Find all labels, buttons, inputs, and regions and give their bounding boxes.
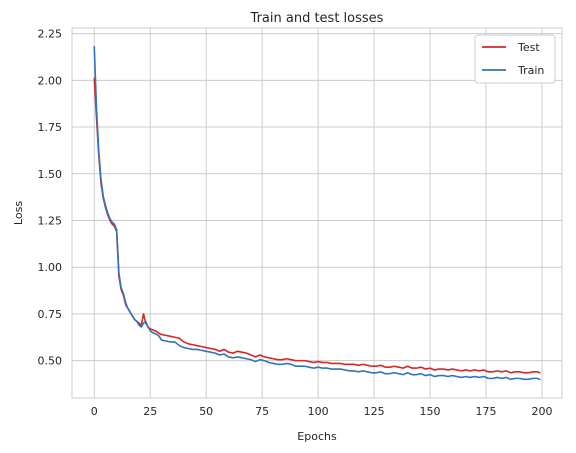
x-tick-label: 0 [91,405,98,418]
chart-title: Train and test losses [250,11,384,26]
y-tick-label: 0.75 [38,308,63,321]
x-axis-label: Epochs [297,430,337,443]
y-tick-label: 1.75 [38,121,63,134]
grid-lines [72,28,562,398]
y-tick-label: 1.50 [38,168,63,181]
x-tick-label: 25 [143,405,157,418]
y-tick-labels: 0.50 0.75 1.00 1.25 1.50 1.75 2.00 2.25 [38,28,63,368]
legend-label-test: Test [517,41,540,54]
x-tick-label: 150 [420,405,441,418]
x-tick-label: 125 [364,405,385,418]
x-tick-labels: 0 25 50 75 100 125 150 175 200 [91,405,553,418]
y-axis-label: Loss [12,201,25,225]
x-tick-label: 50 [199,405,213,418]
y-tick-label: 2.25 [38,28,63,41]
y-tick-label: 0.50 [38,355,63,368]
y-tick-label: 2.00 [38,74,63,87]
series-line-train [93,45,541,381]
x-tick-label: 175 [476,405,497,418]
plot-area [71,27,563,399]
x-tick-label: 75 [255,405,269,418]
legend: Test Train [474,34,556,84]
y-tick-label: 1.00 [38,261,63,274]
legend-label-train: Train [517,64,544,77]
x-tick-label: 100 [308,405,329,418]
y-tick-label: 1.25 [38,214,63,227]
x-tick-label: 200 [531,405,552,418]
series-lines [93,45,541,381]
